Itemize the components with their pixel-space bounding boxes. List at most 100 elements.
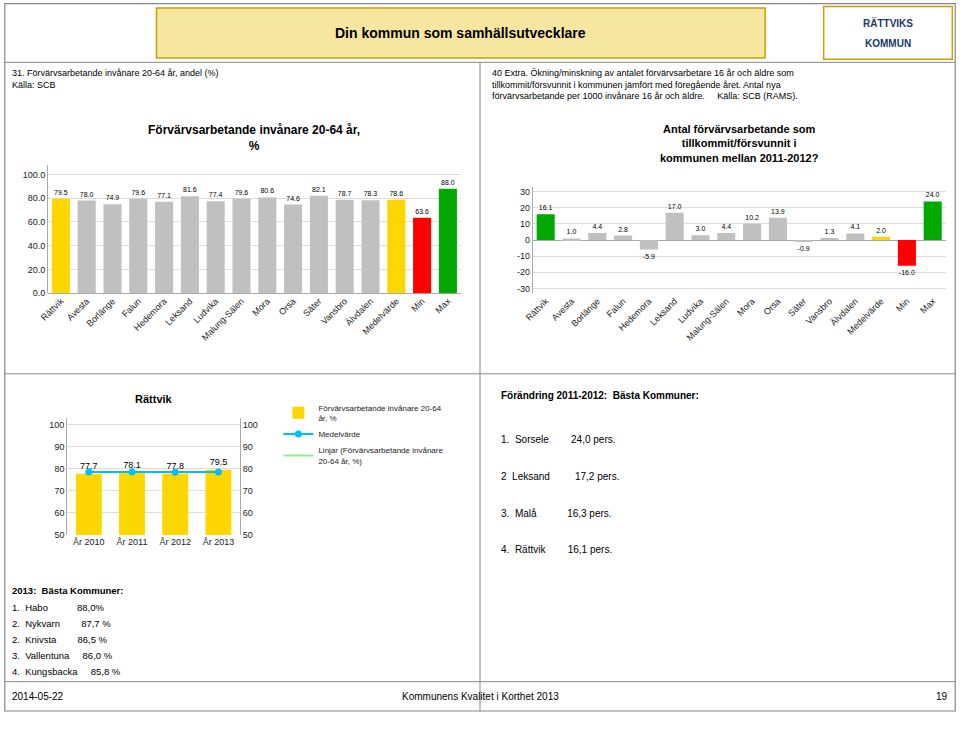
svg-text:Orsa: Orsa [762,296,783,317]
svg-text:80.6: 80.6 [260,187,274,194]
svg-text:90: 90 [54,442,64,452]
svg-text:Ludvika: Ludvika [191,296,220,325]
svg-text:År 2011: År 2011 [117,537,148,547]
svg-text:Max: Max [433,296,452,315]
svg-text:80: 80 [243,464,253,474]
svg-text:Vansbro: Vansbro [319,296,349,326]
svg-text:-5.9: -5.9 [643,253,655,260]
svg-text:Falun: Falun [120,296,143,319]
svg-text:80.0: 80.0 [28,193,46,203]
svg-text:100.0: 100.0 [23,170,46,180]
svg-text:24.0: 24.0 [926,191,940,198]
svg-text:17.0: 17.0 [668,203,682,210]
svg-text:90: 90 [243,442,253,452]
svg-text:År 2010: År 2010 [73,537,105,547]
svg-text:Antal förvärvsarbetande somtil: Antal förvärvsarbetande somtillkommit/fö… [660,123,819,164]
svg-text:1.0: 1.0 [567,228,577,235]
svg-text:4. Kungsbacka 85,8 %: 4. Kungsbacka 85,8 % [12,666,121,677]
svg-text:KOMMUN: KOMMUN [865,38,911,49]
svg-text:100: 100 [49,420,64,430]
svg-text:Rättvik: Rättvik [135,393,173,405]
svg-text:88.0: 88.0 [441,179,455,186]
svg-text:4.4: 4.4 [592,223,602,230]
svg-text:Vansbro: Vansbro [804,296,834,326]
svg-text:Kommunens Kvalitet i Korthet 2: Kommunens Kvalitet i Korthet 2013 [402,691,559,702]
svg-text:0: 0 [525,235,530,245]
svg-text:10.2: 10.2 [745,214,759,221]
svg-text:Förvärvsarbetande invånare 20-: Förvärvsarbetande invånare 20-64år, % [318,404,441,423]
svg-text:40.0: 40.0 [28,241,46,251]
svg-text:Ludvika: Ludvika [676,296,705,325]
svg-text:Avesta: Avesta [65,296,91,322]
svg-text:-16.0: -16.0 [899,269,915,276]
svg-text:Rättvik: Rättvik [39,296,66,323]
svg-text:70: 70 [243,486,253,496]
svg-text:Mora: Mora [735,296,757,318]
svg-text:100: 100 [243,420,258,430]
svg-text:81.6: 81.6 [183,186,197,193]
svg-text:Leksand: Leksand [163,296,194,327]
svg-text:74.6: 74.6 [286,195,300,202]
svg-text:82.1: 82.1 [312,186,326,193]
svg-text:78.1: 78.1 [123,460,141,470]
svg-text:2. Nykvarn 87,7 %: 2. Nykvarn 87,7 % [12,618,111,629]
svg-text:2. Knivsta 86,5 %: 2. Knivsta 86,5 % [12,634,108,645]
svg-text:20: 20 [520,203,530,213]
svg-text:Säter: Säter [301,296,323,318]
svg-text:RÄTTVIKS: RÄTTVIKS [863,17,913,29]
svg-text:80: 80 [54,464,64,474]
svg-text:Malung-Sälen: Malung-Sälen [685,296,731,342]
svg-text:Älvdalen: Älvdalen [344,296,375,327]
svg-text:4. Rättvik 16,1 pers.: 4. Rättvik 16,1 pers. [501,544,612,555]
svg-text:70: 70 [54,486,64,496]
svg-text:31. Förvärvsarbetande invånare: 31. Förvärvsarbetande invånare 20-64 år,… [12,68,219,90]
svg-text:Malung-Sälen: Malung-Sälen [200,296,246,342]
svg-text:-30: -30 [517,284,530,294]
svg-text:Leksand: Leksand [648,296,679,327]
svg-text:78.3: 78.3 [364,190,378,197]
svg-text:År 2013: År 2013 [203,537,235,547]
svg-text:År 2012: År 2012 [159,537,191,547]
svg-text:2.8: 2.8 [618,226,628,233]
svg-text:79.6: 79.6 [235,189,249,196]
svg-text:Rättvik: Rättvik [524,296,551,323]
svg-text:Falun: Falun [605,296,628,319]
svg-text:79.6: 79.6 [131,189,145,196]
svg-text:79.5: 79.5 [210,457,228,467]
svg-text:Mora: Mora [250,296,272,318]
svg-text:2013: Bästa Kommuner:: 2013: Bästa Kommuner: [12,585,123,596]
svg-text:74.9: 74.9 [106,194,120,201]
svg-text:16.1: 16.1 [539,204,553,211]
svg-text:Medelvärde: Medelvärde [318,430,360,439]
svg-text:50: 50 [243,530,253,540]
svg-text:78.6: 78.6 [389,190,403,197]
svg-text:Medelvärde: Medelvärde [845,296,885,336]
svg-text:10: 10 [520,219,530,229]
svg-text:77.4: 77.4 [209,191,223,198]
svg-text:50: 50 [54,530,64,540]
svg-text:Förändring 2011-2012: Bästa K: Förändring 2011-2012: Bästa Kommuner: [501,390,699,401]
svg-text:2014-05-22: 2014-05-22 [12,691,64,702]
svg-text:Medelvärde: Medelvärde [361,296,401,336]
svg-text:79.5: 79.5 [54,189,68,196]
svg-text:4.4: 4.4 [721,223,731,230]
svg-text:2.0: 2.0 [876,227,886,234]
svg-text:1. Sorsele 24,0 pers.: 1. Sorsele 24,0 pers. [501,434,616,445]
svg-text:-10: -10 [517,251,530,261]
svg-text:Max: Max [918,296,937,315]
svg-text:0.0: 0.0 [33,288,46,298]
svg-text:77.8: 77.8 [166,461,184,471]
svg-text:77.1: 77.1 [157,192,171,199]
svg-text:78.7: 78.7 [338,190,352,197]
svg-text:3. Vallentuna 86,0 %: 3. Vallentuna 86,0 % [12,650,113,661]
svg-text:Orsa: Orsa [277,296,298,317]
svg-text:60: 60 [54,508,64,518]
svg-text:63.6: 63.6 [415,208,429,215]
svg-text:Borlänge: Borlänge [569,296,602,329]
svg-text:77.7: 77.7 [80,461,98,471]
svg-text:-20: -20 [517,267,530,277]
svg-text:Din kommun som samhällsutveckl: Din kommun som samhällsutvecklare [335,25,586,41]
svg-text:Min: Min [409,296,426,313]
svg-text:Hedemora: Hedemora [617,296,654,333]
svg-text:3.0: 3.0 [696,225,706,232]
